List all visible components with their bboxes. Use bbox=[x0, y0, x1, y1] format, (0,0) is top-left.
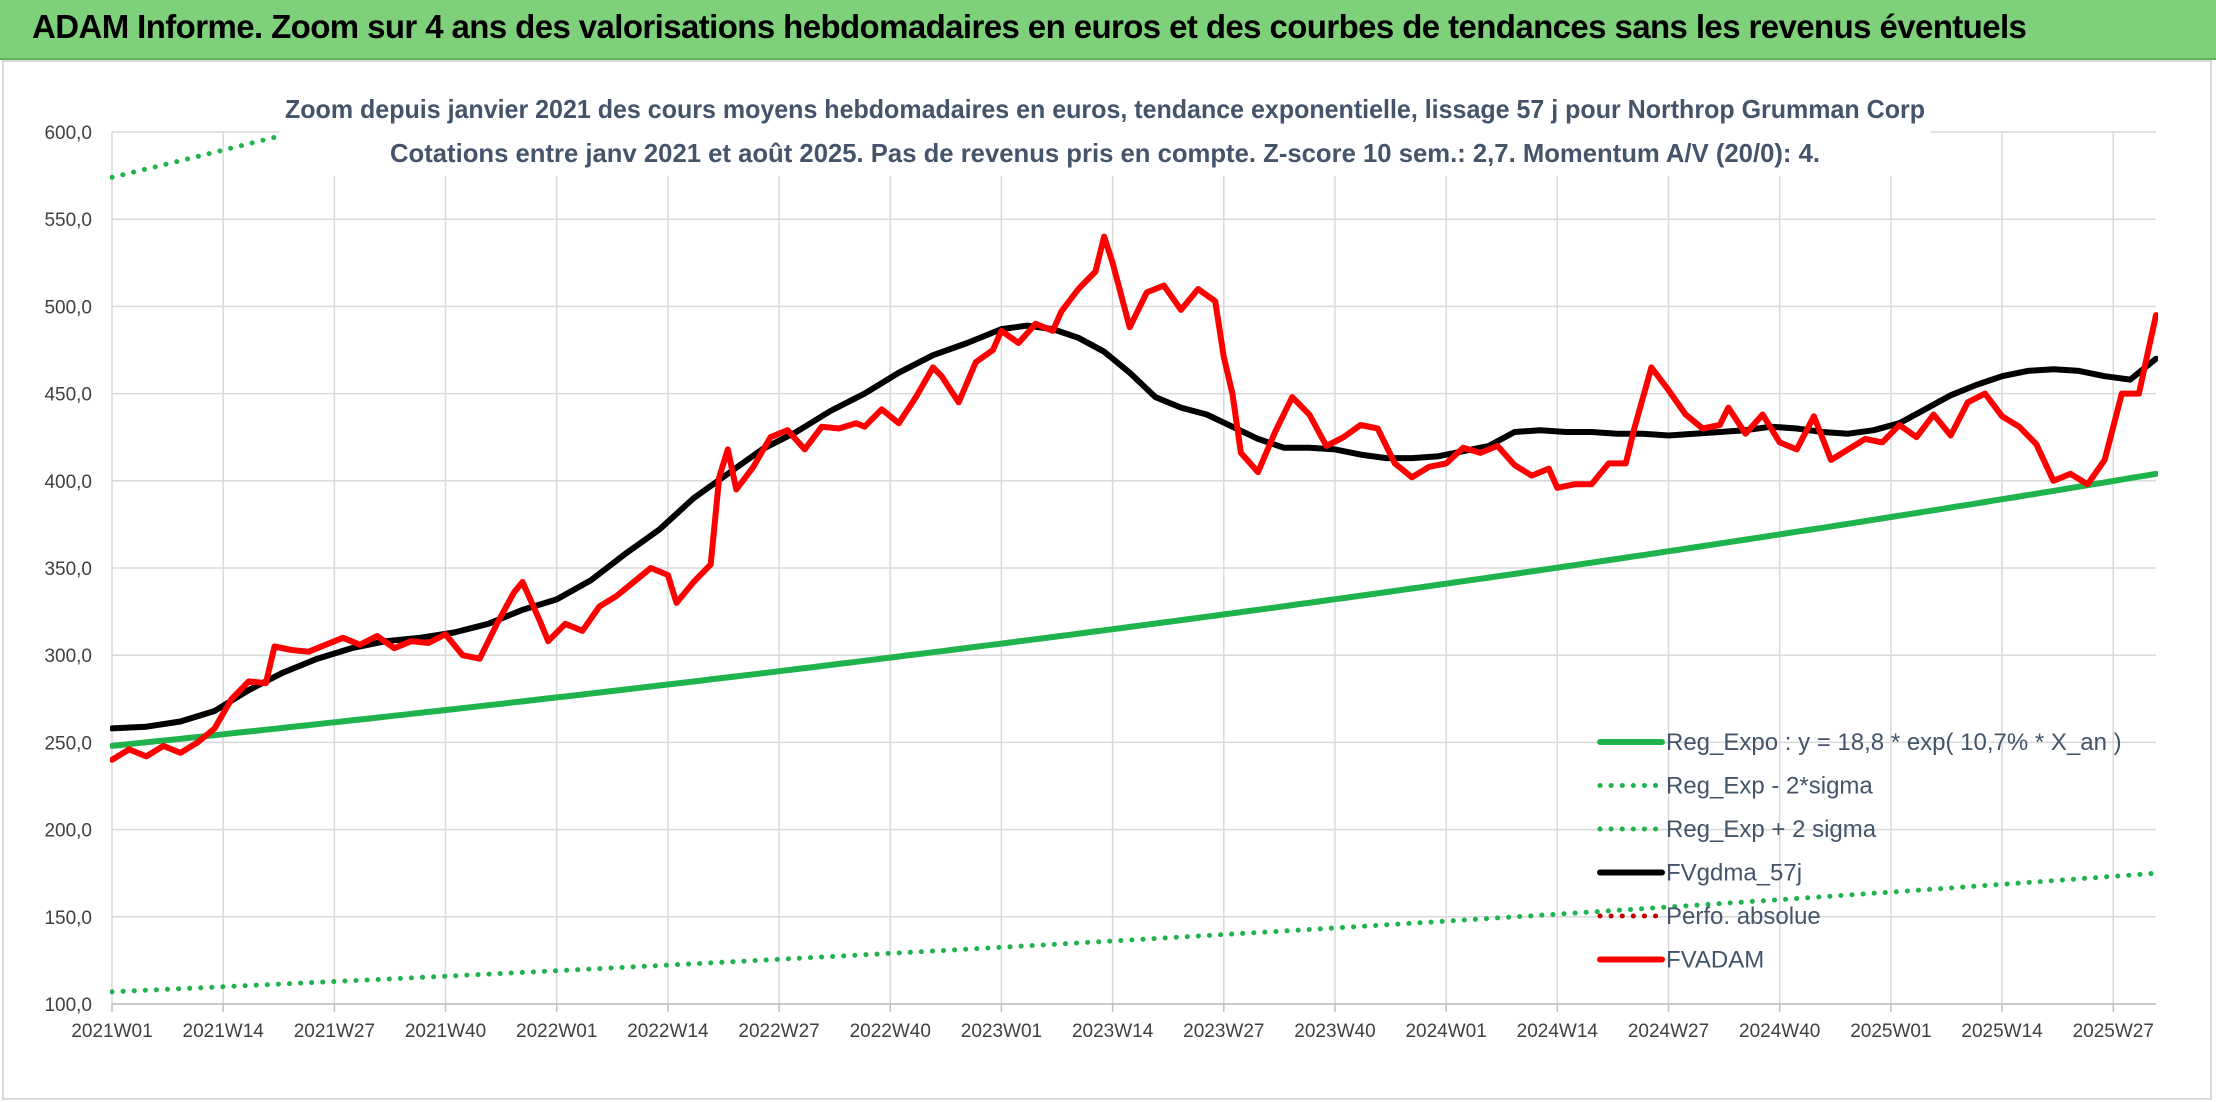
x-axis: 2021W01 2021W14 2021W27 2021W40 2022W01 2022W… bbox=[71, 1003, 2156, 1042]
x-tick-label: 2021W14 bbox=[183, 1021, 265, 1042]
x-tick-label: 2024W27 bbox=[1628, 1021, 1709, 1042]
y-tick-label: 600,0 bbox=[44, 123, 92, 144]
legend-label-5: FVADAM bbox=[1666, 947, 1764, 974]
y-tick-label: 450,0 bbox=[44, 385, 92, 406]
grid-layer bbox=[111, 131, 2156, 1005]
report-banner: ADAM Informe. Zoom sur 4 ans des valoris… bbox=[0, 0, 2216, 60]
x-tick-label: 2023W14 bbox=[1072, 1021, 1154, 1042]
x-tick-label: 2022W01 bbox=[516, 1021, 597, 1042]
x-tick-label: 2023W01 bbox=[961, 1021, 1042, 1042]
y-tick-label: 400,0 bbox=[44, 472, 92, 493]
x-tick-label: 2024W40 bbox=[1739, 1021, 1820, 1042]
x-tick-label: 2024W01 bbox=[1405, 1021, 1486, 1042]
series-layer bbox=[110, 130, 2158, 995]
x-tick-label: 2025W14 bbox=[1961, 1021, 2043, 1042]
legend-label-4: Perfo. absolue bbox=[1666, 903, 1821, 930]
x-tick-label: 2022W40 bbox=[850, 1021, 931, 1042]
x-tick-label: 2021W27 bbox=[294, 1021, 375, 1042]
x-tick-label: 2023W40 bbox=[1294, 1021, 1375, 1042]
y-tick-label: 250,0 bbox=[44, 733, 92, 754]
legend-label-3: FVgdma_57j bbox=[1666, 860, 1802, 887]
y-tick-label: 150,0 bbox=[44, 908, 92, 929]
y-tick-label: 300,0 bbox=[44, 646, 92, 667]
legend-label-1: Reg_Exp - 2*sigma bbox=[1666, 773, 1873, 800]
legend-label-2: Reg_Exp + 2 sigma bbox=[1666, 816, 1877, 843]
subtitle-background bbox=[280, 84, 1930, 176]
chart-frame bbox=[2, 60, 2212, 1100]
series-line-3 bbox=[110, 322, 2158, 732]
x-tick-label: 2025W01 bbox=[1850, 1021, 1931, 1042]
series-line-5 bbox=[110, 233, 2158, 763]
legend-label-0: Reg_Expo : y = 18,8 * exp( 10,7% * X_an … bbox=[1666, 729, 2122, 756]
x-tick-label: 2022W14 bbox=[627, 1021, 709, 1042]
series-line-1 bbox=[110, 870, 2158, 995]
y-tick-label: 100,0 bbox=[44, 995, 92, 1016]
report-title: ADAM Informe. Zoom sur 4 ans des valoris… bbox=[32, 8, 2027, 45]
x-tick-label: 2021W01 bbox=[71, 1021, 152, 1042]
legend: Reg_Expo : y = 18,8 * exp( 10,7% * X_an … bbox=[1597, 729, 2122, 974]
y-axis: 100,0 150,0 200,0 250,0 300,0 350,0 400,0 450,0… bbox=[44, 123, 92, 1016]
series-line-0 bbox=[110, 470, 2158, 749]
y-tick-label: 550,0 bbox=[44, 210, 92, 231]
y-tick-label: 200,0 bbox=[44, 821, 92, 842]
x-tick-label: 2022W27 bbox=[738, 1021, 819, 1042]
chart-title: Zoom depuis janvier 2021 des cours moyen… bbox=[285, 94, 1925, 124]
x-tick-label: 2025W27 bbox=[2073, 1021, 2154, 1042]
x-tick-label: 2024W14 bbox=[1517, 1021, 1599, 1042]
y-tick-label: 500,0 bbox=[44, 297, 92, 318]
x-tick-label: 2021W40 bbox=[405, 1021, 486, 1042]
y-tick-label: 350,0 bbox=[44, 559, 92, 580]
x-tick-label: 2023W27 bbox=[1183, 1021, 1264, 1042]
chart-subtitle: Cotations entre janv 2021 et août 2025. … bbox=[390, 138, 1820, 168]
